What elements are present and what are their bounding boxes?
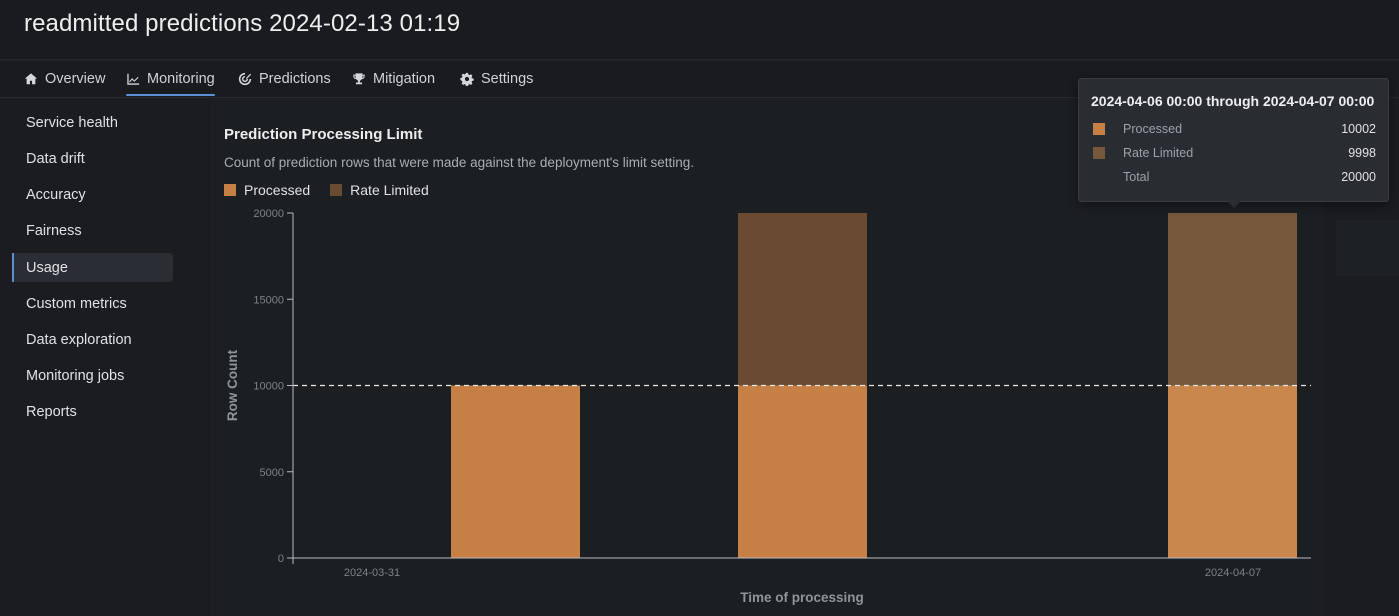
sidebar-item-accuracy[interactable]: Accuracy bbox=[26, 186, 86, 203]
sidebar-item-monitoring-jobs[interactable]: Monitoring jobs bbox=[26, 367, 125, 384]
y-tick-label: 5000 bbox=[260, 467, 284, 479]
bar-rate-limited[interactable] bbox=[738, 213, 867, 386]
x-axis-label: Time of processing bbox=[740, 590, 864, 605]
tab-monitoring[interactable]: Monitoring bbox=[126, 61, 215, 97]
right-panel-card bbox=[1336, 220, 1399, 276]
home-icon bbox=[24, 73, 38, 85]
tooltip-value: 9998 bbox=[1348, 146, 1376, 160]
bar-chart: 0 5000 10000 15000 20000 2024-03-31 2024-04-0… bbox=[225, 208, 1311, 605]
y-tick-label: 10000 bbox=[253, 381, 284, 393]
sidebar-item-data-drift[interactable]: Data drift bbox=[26, 150, 85, 167]
tooltip-label: Total bbox=[1123, 170, 1150, 184]
predictions-icon bbox=[238, 72, 252, 86]
legend-item-processed[interactable]: Processed bbox=[224, 182, 310, 198]
tab-overview[interactable]: Overview bbox=[24, 61, 105, 97]
tooltip-swatch-rate-limited bbox=[1093, 147, 1105, 159]
legend-swatch-rate-limited bbox=[330, 184, 343, 196]
tooltip-row-rate-limited: Rate Limited 9998 bbox=[1091, 145, 1376, 163]
tab-mitigation[interactable]: Mitigation bbox=[352, 61, 435, 97]
chart-title: Prediction Processing Limit bbox=[224, 126, 423, 143]
y-axis-label: Row Count bbox=[225, 349, 240, 421]
tab-predictions[interactable]: Predictions bbox=[238, 61, 331, 97]
y-tick-label: 15000 bbox=[253, 294, 284, 306]
chart-legend: Processed Rate Limited bbox=[224, 182, 449, 198]
x-tick-label: 2024-03-31 bbox=[344, 567, 400, 579]
tab-label: Monitoring bbox=[147, 71, 215, 87]
y-tick-label: 20000 bbox=[253, 208, 284, 220]
tooltip-value: 20000 bbox=[1341, 170, 1376, 184]
page-header: readmitted predictions 2024-02-13 01:19 bbox=[0, 0, 1399, 60]
tooltip-label: Rate Limited bbox=[1123, 146, 1194, 160]
tab-label: Predictions bbox=[259, 71, 331, 87]
y-tick-label: 0 bbox=[278, 553, 284, 565]
legend-swatch-processed bbox=[224, 184, 236, 196]
sidebar-item-service-health[interactable]: Service health bbox=[26, 114, 118, 131]
chart-subtitle: Count of prediction rows that were made … bbox=[224, 155, 695, 170]
tab-label: Mitigation bbox=[373, 71, 436, 87]
sidebar-item-usage[interactable]: Usage bbox=[12, 253, 173, 282]
bar-processed[interactable] bbox=[451, 385, 580, 559]
legend-item-rate-limited[interactable]: Rate Limited bbox=[330, 182, 429, 198]
sidebar-item-fairness[interactable]: Fairness bbox=[26, 222, 82, 239]
gear-icon bbox=[460, 72, 474, 86]
sidebar: Service health Data drift Accuracy Fairn… bbox=[0, 99, 210, 616]
bar-rate-limited[interactable] bbox=[1168, 213, 1297, 386]
tooltip-row-total: Total 20000 bbox=[1091, 169, 1376, 187]
sidebar-item-data-exploration[interactable]: Data exploration bbox=[26, 331, 132, 348]
sidebar-item-custom-metrics[interactable]: Custom metrics bbox=[26, 295, 127, 312]
chart-tooltip: 2024-04-06 00:00 through 2024-04-07 00:0… bbox=[1078, 78, 1389, 208]
bar-processed[interactable] bbox=[1168, 385, 1297, 558]
tooltip-swatch-processed bbox=[1093, 123, 1105, 135]
tooltip-label: Processed bbox=[1123, 122, 1183, 136]
legend-label: Processed bbox=[244, 182, 311, 198]
bar-processed[interactable] bbox=[738, 385, 867, 559]
tab-label: Overview bbox=[45, 71, 106, 87]
tab-label: Settings bbox=[481, 71, 534, 87]
tooltip-value: 10002 bbox=[1341, 122, 1376, 136]
legend-label: Rate Limited bbox=[350, 182, 429, 198]
tooltip-title: 2024-04-06 00:00 through 2024-04-07 00:0… bbox=[1091, 93, 1375, 109]
x-tick-label: 2024-04-07 bbox=[1205, 567, 1261, 579]
sidebar-item-reports[interactable]: Reports bbox=[26, 403, 77, 420]
tab-settings[interactable]: Settings bbox=[460, 61, 533, 97]
tooltip-row-processed: Processed 10002 bbox=[1091, 121, 1376, 139]
line-chart-icon bbox=[127, 73, 140, 85]
page-title: readmitted predictions 2024-02-13 01:19 bbox=[24, 10, 461, 37]
trophy-icon bbox=[353, 73, 365, 85]
